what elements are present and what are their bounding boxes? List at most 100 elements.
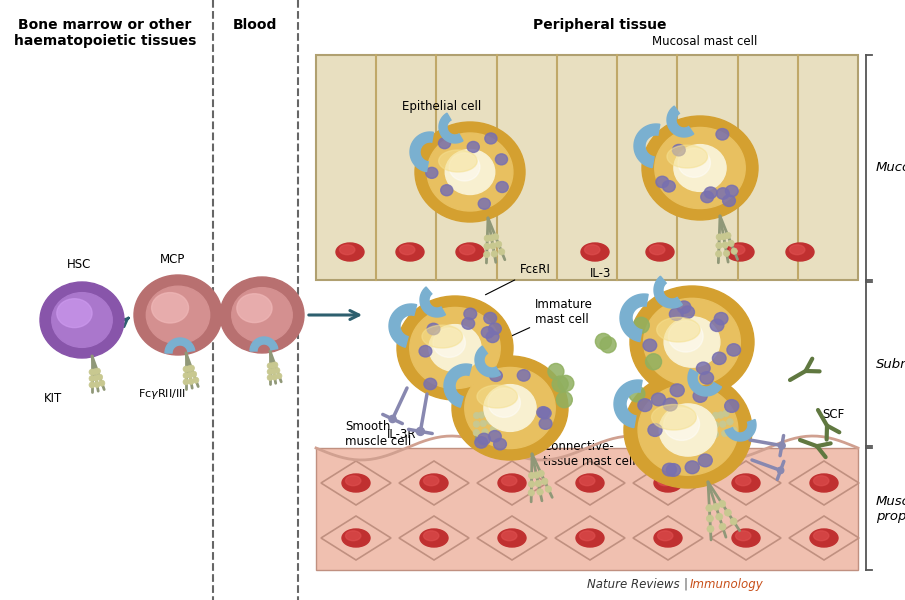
Polygon shape [667,106,694,137]
Ellipse shape [464,308,477,320]
Circle shape [730,427,738,434]
Text: Immature
mast cell: Immature mast cell [510,298,593,337]
Ellipse shape [485,133,497,144]
Ellipse shape [427,133,513,211]
Ellipse shape [420,474,448,492]
Ellipse shape [518,370,530,381]
Circle shape [183,373,189,379]
Circle shape [94,382,100,388]
Ellipse shape [638,399,652,412]
Ellipse shape [439,150,477,172]
Circle shape [274,368,280,373]
Circle shape [483,410,490,417]
Text: Immunology: Immunology [690,578,764,591]
Text: IL-3: IL-3 [590,267,612,280]
Polygon shape [389,304,416,347]
Circle shape [730,518,737,525]
FancyBboxPatch shape [316,448,858,570]
Circle shape [634,317,649,333]
Circle shape [270,362,275,368]
Circle shape [276,373,282,379]
Ellipse shape [467,142,480,152]
Ellipse shape [698,454,712,467]
Ellipse shape [658,476,673,486]
Ellipse shape [478,198,491,209]
Ellipse shape [484,385,536,431]
Ellipse shape [670,308,683,320]
Polygon shape [633,516,703,560]
Polygon shape [410,132,433,172]
Ellipse shape [456,243,484,261]
Ellipse shape [678,148,710,178]
Ellipse shape [415,122,525,222]
Circle shape [473,412,480,419]
Circle shape [548,364,564,379]
Circle shape [529,481,535,487]
Ellipse shape [657,317,700,342]
Circle shape [538,470,544,477]
Ellipse shape [643,298,740,386]
Ellipse shape [445,149,495,194]
Ellipse shape [465,367,556,449]
Text: MCP: MCP [160,253,186,266]
Circle shape [491,426,497,433]
Ellipse shape [786,243,814,261]
Text: Smooth
muscle cell: Smooth muscle cell [345,420,411,448]
Circle shape [193,377,199,383]
Ellipse shape [662,463,677,476]
Text: KIT: KIT [44,392,62,405]
Circle shape [716,242,722,248]
FancyBboxPatch shape [316,55,858,280]
Polygon shape [688,369,721,396]
Circle shape [478,412,485,418]
Circle shape [716,513,723,520]
Ellipse shape [396,243,424,261]
Text: Mucosa: Mucosa [876,161,905,174]
Ellipse shape [424,476,439,486]
Ellipse shape [652,393,665,406]
Circle shape [716,251,722,257]
Circle shape [89,382,95,388]
Ellipse shape [677,301,691,313]
Ellipse shape [726,185,738,197]
Ellipse shape [538,407,551,419]
Ellipse shape [438,137,451,149]
Polygon shape [555,516,625,560]
Circle shape [600,337,616,353]
Ellipse shape [486,331,499,343]
Ellipse shape [710,319,724,331]
Polygon shape [789,516,859,560]
Circle shape [484,243,491,250]
Ellipse shape [52,293,112,347]
Ellipse shape [460,245,475,254]
Circle shape [777,467,784,473]
Ellipse shape [441,185,452,196]
Circle shape [720,233,727,240]
Circle shape [389,415,396,422]
Ellipse shape [732,529,760,547]
Circle shape [97,374,102,380]
Ellipse shape [237,294,272,323]
Ellipse shape [736,531,751,541]
Circle shape [595,334,612,349]
Circle shape [722,242,729,248]
Circle shape [728,240,734,247]
Text: FcεRI: FcεRI [485,263,551,295]
Ellipse shape [410,307,500,389]
Ellipse shape [716,128,729,140]
Polygon shape [725,419,756,441]
Ellipse shape [643,339,657,352]
Ellipse shape [489,431,501,442]
Ellipse shape [478,433,491,445]
Ellipse shape [579,476,595,486]
Circle shape [725,232,731,239]
Ellipse shape [652,404,696,430]
Ellipse shape [729,245,745,254]
Ellipse shape [40,282,124,358]
Circle shape [629,386,645,402]
Text: HSC: HSC [67,258,91,271]
Ellipse shape [736,476,751,486]
Ellipse shape [425,167,438,178]
Text: Fc$\gamma$RII/III: Fc$\gamma$RII/III [138,387,186,401]
Ellipse shape [814,531,829,541]
